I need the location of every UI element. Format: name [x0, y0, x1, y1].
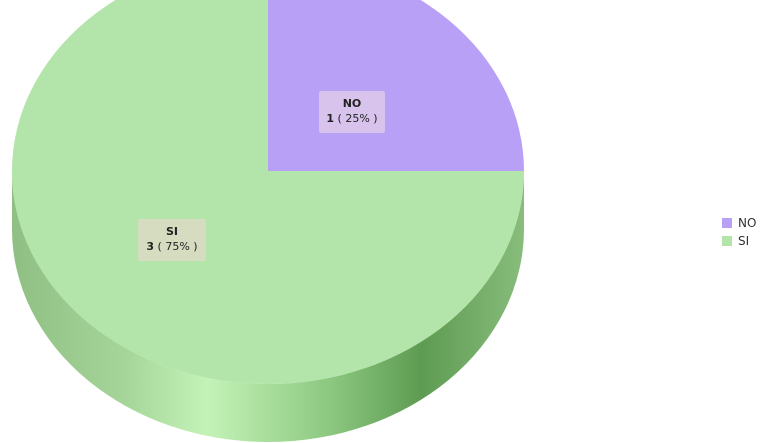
- legend-label-no: NO: [738, 216, 757, 230]
- pie-side-band: [12, 171, 524, 442]
- slice-count: 3: [146, 240, 154, 253]
- slice-label-value: 1 ( 25% ): [326, 112, 377, 125]
- slice-percent: ( 75% ): [154, 240, 198, 253]
- pie-slice-no[interactable]: [268, 0, 524, 171]
- pie-3d-side: [12, 171, 524, 442]
- legend: NO SI: [722, 214, 756, 250]
- legend-swatch-si: [722, 236, 732, 246]
- slice-count: 1: [326, 112, 334, 125]
- slice-label-value: 3 ( 75% ): [146, 240, 197, 253]
- legend-item-no: NO: [722, 214, 756, 232]
- pie-slice-si[interactable]: [12, 0, 524, 384]
- slice-label-name: NO: [343, 97, 362, 110]
- slice-percent: ( 25% ): [334, 112, 378, 125]
- slice-labels: NO 1 ( 25% ) SI 3 ( 75% ): [138, 91, 385, 261]
- slice-label-box-no: [319, 91, 385, 133]
- legend-item-si: SI: [722, 232, 756, 250]
- slice-label-si: SI 3 ( 75% ): [138, 219, 206, 261]
- slice-label-box-si: [138, 219, 206, 261]
- slice-label-no: NO 1 ( 25% ): [319, 91, 385, 133]
- legend-swatch-no: [722, 218, 732, 228]
- slice-label-name: SI: [166, 225, 178, 238]
- legend-label-si: SI: [738, 234, 750, 248]
